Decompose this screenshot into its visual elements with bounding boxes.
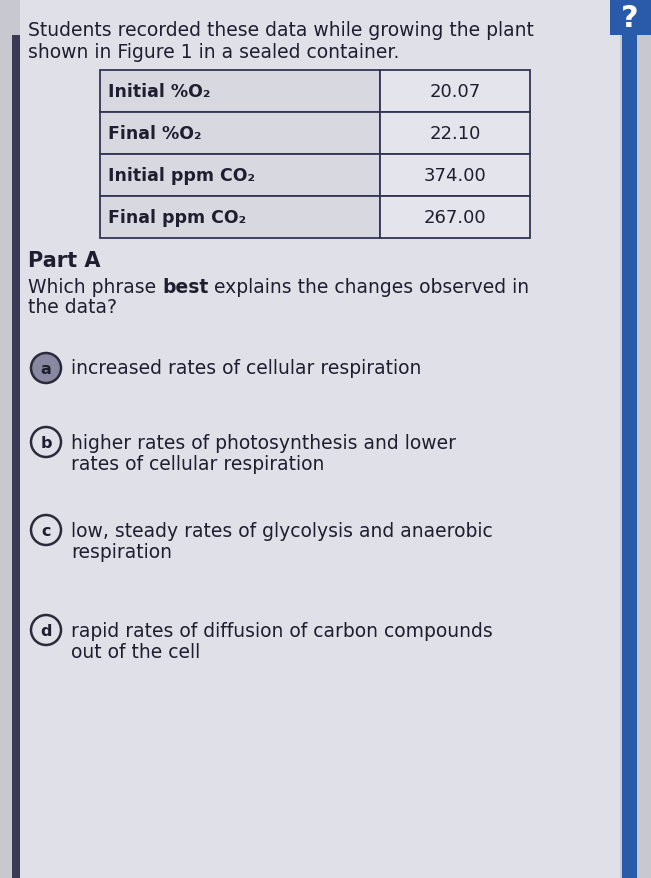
Text: Which phrase: Which phrase [28, 277, 162, 297]
Text: a: a [40, 361, 51, 376]
Text: b: b [40, 435, 51, 450]
Text: Initial ppm CO₂: Initial ppm CO₂ [108, 167, 255, 184]
Text: Final ppm CO₂: Final ppm CO₂ [108, 209, 246, 227]
Text: 267.00: 267.00 [424, 209, 486, 227]
Text: explains the changes observed in: explains the changes observed in [208, 277, 529, 297]
FancyBboxPatch shape [380, 113, 530, 155]
Text: shown in Figure 1 in a sealed container.: shown in Figure 1 in a sealed container. [28, 43, 399, 62]
Text: out of the cell: out of the cell [71, 643, 201, 661]
Text: 20.07: 20.07 [430, 83, 480, 101]
Text: 22.10: 22.10 [429, 125, 480, 143]
FancyBboxPatch shape [100, 71, 380, 113]
FancyBboxPatch shape [622, 36, 637, 878]
Text: Final %O₂: Final %O₂ [108, 125, 202, 143]
FancyBboxPatch shape [380, 197, 530, 239]
FancyBboxPatch shape [610, 0, 651, 36]
Text: Students recorded these data while growing the plant: Students recorded these data while growi… [28, 21, 534, 40]
Circle shape [31, 615, 61, 645]
Text: Initial %O₂: Initial %O₂ [108, 83, 210, 101]
FancyBboxPatch shape [12, 36, 20, 878]
Text: the data?: the data? [28, 298, 117, 317]
FancyBboxPatch shape [20, 0, 620, 878]
Text: rapid rates of diffusion of carbon compounds: rapid rates of diffusion of carbon compo… [71, 622, 493, 640]
Circle shape [31, 354, 61, 384]
Text: higher rates of photosynthesis and lower: higher rates of photosynthesis and lower [71, 434, 456, 452]
FancyBboxPatch shape [100, 155, 380, 197]
Circle shape [31, 428, 61, 457]
Text: ?: ? [621, 4, 639, 32]
Text: best: best [162, 277, 208, 297]
FancyBboxPatch shape [100, 197, 380, 239]
FancyBboxPatch shape [380, 71, 530, 113]
Text: rates of cellular respiration: rates of cellular respiration [71, 455, 324, 473]
FancyBboxPatch shape [380, 155, 530, 197]
Text: d: d [40, 623, 51, 637]
Text: respiration: respiration [71, 543, 172, 561]
Text: low, steady rates of glycolysis and anaerobic: low, steady rates of glycolysis and anae… [71, 522, 493, 540]
Text: increased rates of cellular respiration: increased rates of cellular respiration [71, 359, 421, 378]
FancyBboxPatch shape [100, 113, 380, 155]
Text: 374.00: 374.00 [424, 167, 486, 184]
Circle shape [31, 515, 61, 545]
Text: Part A: Part A [28, 251, 100, 270]
Text: c: c [41, 523, 51, 538]
